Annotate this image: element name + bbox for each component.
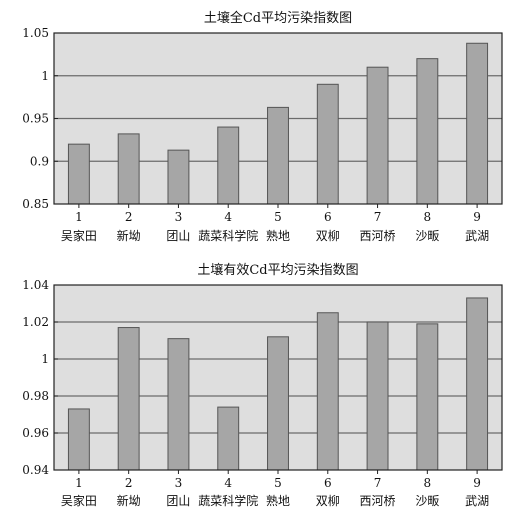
category-name-label: 蔬菜科学院 — [198, 228, 258, 243]
category-name-label: 沙畈 — [415, 494, 439, 508]
x-tick-label: 1 — [75, 210, 83, 224]
chart-2: 土壤有效Cd平均污染指数图 0.94 0.96 0.98 1 1.02 1.04 1 吴家田 2 新… — [22, 262, 503, 508]
x-tick-label: 3 — [175, 210, 183, 224]
chart-title: 土壤有效Cd平均污染指数图 — [197, 262, 358, 278]
x-tick-label: 6 — [324, 476, 332, 490]
x-tick-label: 2 — [125, 476, 133, 490]
category-name-label: 新坳 — [117, 228, 141, 243]
chart-title: 土壤全Cd平均污染指数图 — [204, 10, 352, 26]
bar-8 — [416, 323, 439, 471]
bar-2 — [117, 133, 140, 205]
y-tick-label: 1.05 — [22, 26, 49, 40]
x-tick-label: 7 — [374, 476, 382, 490]
y-tick-label: 1 — [41, 352, 49, 366]
y-tick-label: 0.85 — [22, 197, 49, 211]
bar-8 — [416, 58, 439, 205]
bar-5 — [267, 336, 289, 471]
bar-3 — [167, 149, 190, 205]
bar-6 — [316, 83, 339, 205]
category-name-label: 吴家田 — [61, 493, 97, 508]
bar-6 — [316, 312, 339, 471]
y-tick-label: 0.94 — [22, 463, 49, 477]
x-tick-label: 5 — [274, 476, 282, 490]
bar-1 — [67, 143, 90, 205]
x-tick-label: 2 — [125, 210, 133, 224]
category-name-label: 武湖 — [465, 493, 489, 508]
chart-1: 土壤全Cd平均污染指数图 0.85 0.9 0.95 1 1.05 1 吴家田 2 新坳 3 团山 4 蔬… — [22, 10, 503, 243]
y-tick-label: 1.04 — [22, 278, 49, 292]
x-tick-label: 5 — [274, 210, 282, 224]
bar-5 — [267, 106, 289, 205]
category-name-label: 蔬菜科学院 — [198, 493, 258, 508]
category-name-label: 双柳 — [316, 229, 340, 243]
bar-2 — [117, 327, 140, 471]
bar-3 — [167, 338, 190, 471]
x-tick-label: 7 — [374, 210, 382, 224]
plot-frame — [53, 32, 503, 205]
x-tick-label: 4 — [224, 476, 232, 490]
y-tick-label: 0.95 — [22, 112, 49, 126]
bar-4 — [217, 406, 240, 471]
category-name-label: 吴家田 — [61, 228, 97, 243]
y-tick-label: 0.98 — [22, 389, 49, 403]
y-tick-label: 0.9 — [30, 154, 49, 168]
category-name-label: 熟地 — [266, 228, 290, 243]
category-name-label: 团山 — [166, 229, 190, 243]
x-tick-label: 8 — [424, 210, 432, 224]
bar-9 — [466, 42, 489, 205]
x-tick-label: 3 — [175, 476, 183, 490]
x-tick-label: 4 — [224, 210, 232, 224]
category-name-label: 武湖 — [465, 228, 489, 243]
category-name-label: 熟地 — [266, 493, 290, 508]
category-name-label: 双柳 — [316, 494, 340, 508]
category-name-label: 西河桥 — [360, 494, 396, 508]
x-tick-label: 8 — [424, 476, 432, 490]
plot-frame — [53, 284, 503, 471]
y-tick-label: 0.96 — [22, 426, 49, 440]
bar-7 — [366, 66, 389, 205]
category-name-label: 沙畈 — [415, 229, 439, 243]
y-tick-label: 1 — [41, 69, 49, 83]
x-tick-label: 9 — [473, 210, 481, 224]
bar-9 — [466, 297, 489, 471]
bar-1 — [67, 408, 90, 471]
x-tick-label: 1 — [75, 476, 83, 490]
category-name-label: 团山 — [166, 494, 190, 508]
x-tick-label: 9 — [473, 476, 481, 490]
y-tick-label: 1.02 — [22, 315, 49, 329]
bar-4 — [217, 126, 240, 205]
x-tick-label: 6 — [324, 210, 332, 224]
bar-7 — [366, 321, 389, 471]
category-name-label: 西河桥 — [360, 229, 396, 243]
category-name-label: 新坳 — [117, 493, 141, 508]
